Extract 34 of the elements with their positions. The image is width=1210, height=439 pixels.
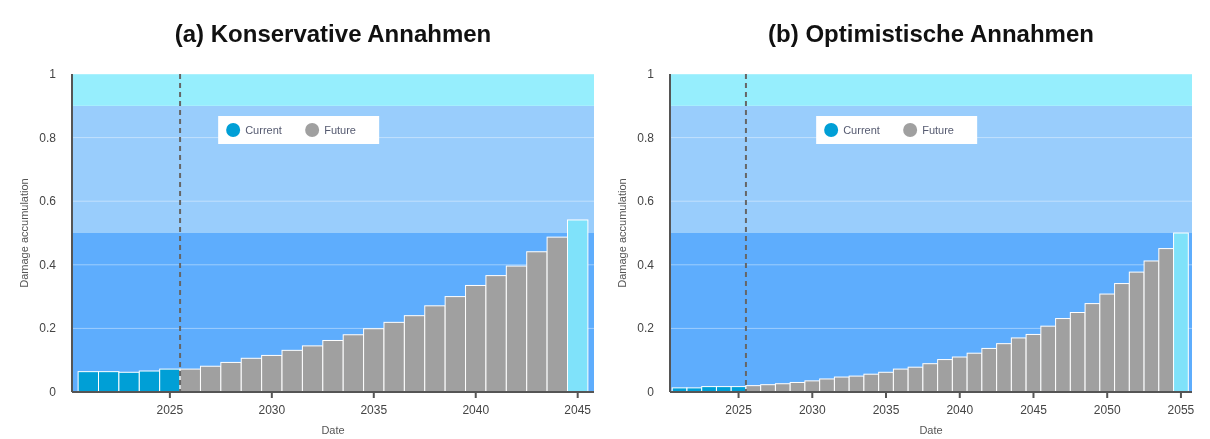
y-tick-label: 0.6 <box>637 194 655 209</box>
y-tick-label: 0.4 <box>637 257 655 272</box>
legend-label: Future <box>324 124 356 136</box>
x-tick-label: 2035 <box>360 403 388 417</box>
legend-label: Current <box>245 124 282 136</box>
y-tick-label: 0.6 <box>39 194 57 209</box>
y-tick-label: 1 <box>49 67 57 81</box>
x-axis-title: Date <box>321 424 345 436</box>
y-tick-label: 0.2 <box>637 321 655 336</box>
x-tick-label: 2030 <box>258 403 286 417</box>
x-tick-label: 2045 <box>564 403 592 417</box>
y-tick-label: 0 <box>647 385 655 399</box>
legend-label: Current <box>843 124 880 136</box>
chart-title: (a) Konservative Annahmen <box>174 20 492 47</box>
legend-label: Future <box>922 124 954 136</box>
x-tick-label: 2030 <box>798 403 826 417</box>
x-tick-label: 2025 <box>156 403 184 417</box>
x-tick-label: 2050 <box>1093 403 1121 417</box>
y-tick-label: 1 <box>647 67 655 81</box>
y-axis-title: Damage accumulation <box>616 178 628 288</box>
x-tick-label: 2035 <box>872 403 900 417</box>
x-tick-label: 2055 <box>1167 403 1195 417</box>
y-tick-label: 0.8 <box>39 130 57 145</box>
x-axis-title: Date <box>919 424 943 436</box>
y-tick-label: 0.2 <box>39 321 57 336</box>
y-tick-label: 0 <box>49 385 57 399</box>
y-tick-label: 0.8 <box>637 130 655 145</box>
x-tick-label: 2045 <box>1020 403 1048 417</box>
x-tick-label: 2040 <box>462 403 490 417</box>
y-axis-title: Damage accumulation <box>18 178 30 288</box>
x-tick-label: 2040 <box>946 403 974 417</box>
x-tick-label: 2025 <box>725 403 753 417</box>
y-tick-label: 0.4 <box>39 257 57 272</box>
chart-title: (b) Optimistische Annahmen <box>768 20 1094 47</box>
